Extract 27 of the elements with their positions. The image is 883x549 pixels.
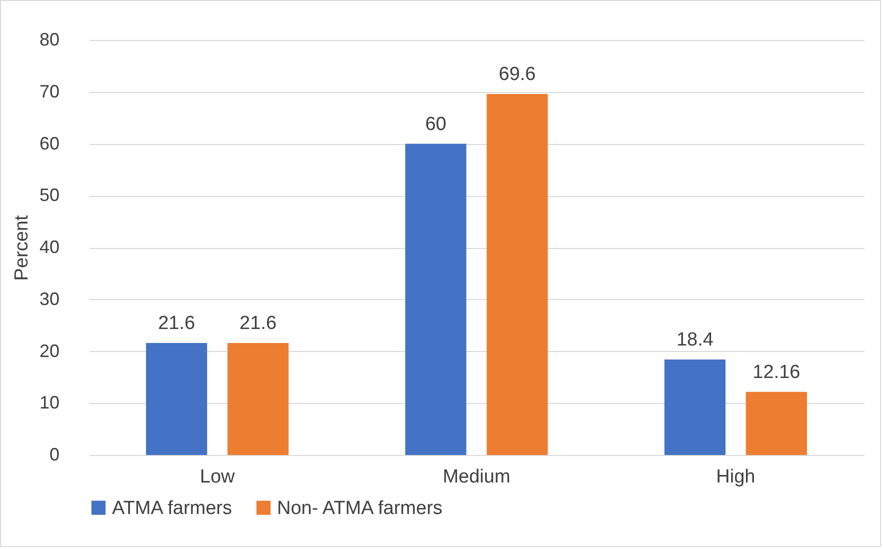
y-tick-label: 50 [39, 185, 60, 206]
bar [146, 342, 208, 455]
legend-label: Non- ATMA farmers [277, 498, 442, 519]
y-tick-label: 80 [39, 30, 60, 50]
data-label: 18.4 [676, 330, 714, 351]
bar [746, 392, 807, 455]
y-tick-label: 10 [39, 392, 60, 413]
data-label: 69.6 [498, 64, 536, 85]
x-tick-label: Low [200, 466, 236, 488]
y-tick-label: 0 [49, 444, 60, 464]
y-tick-label: 30 [39, 288, 60, 309]
x-tick-label: High [716, 466, 756, 488]
data-label: 12.16 [752, 362, 800, 383]
data-label: 60 [425, 114, 446, 135]
y-tick-label: 70 [39, 81, 60, 102]
bar [664, 360, 726, 455]
bar [405, 144, 466, 455]
bar [486, 94, 548, 455]
y-tick-label: 20 [39, 340, 60, 361]
data-label: 21.6 [158, 312, 196, 334]
y-tick-label: 40 [39, 237, 60, 257]
y-tick-label: 60 [39, 133, 60, 154]
y-axis-title: Percent [11, 214, 32, 281]
legend-label: ATMA farmers [112, 498, 232, 519]
data-label: 21.6 [240, 312, 277, 334]
bar [227, 342, 289, 455]
x-tick-label: Medium [442, 466, 510, 488]
